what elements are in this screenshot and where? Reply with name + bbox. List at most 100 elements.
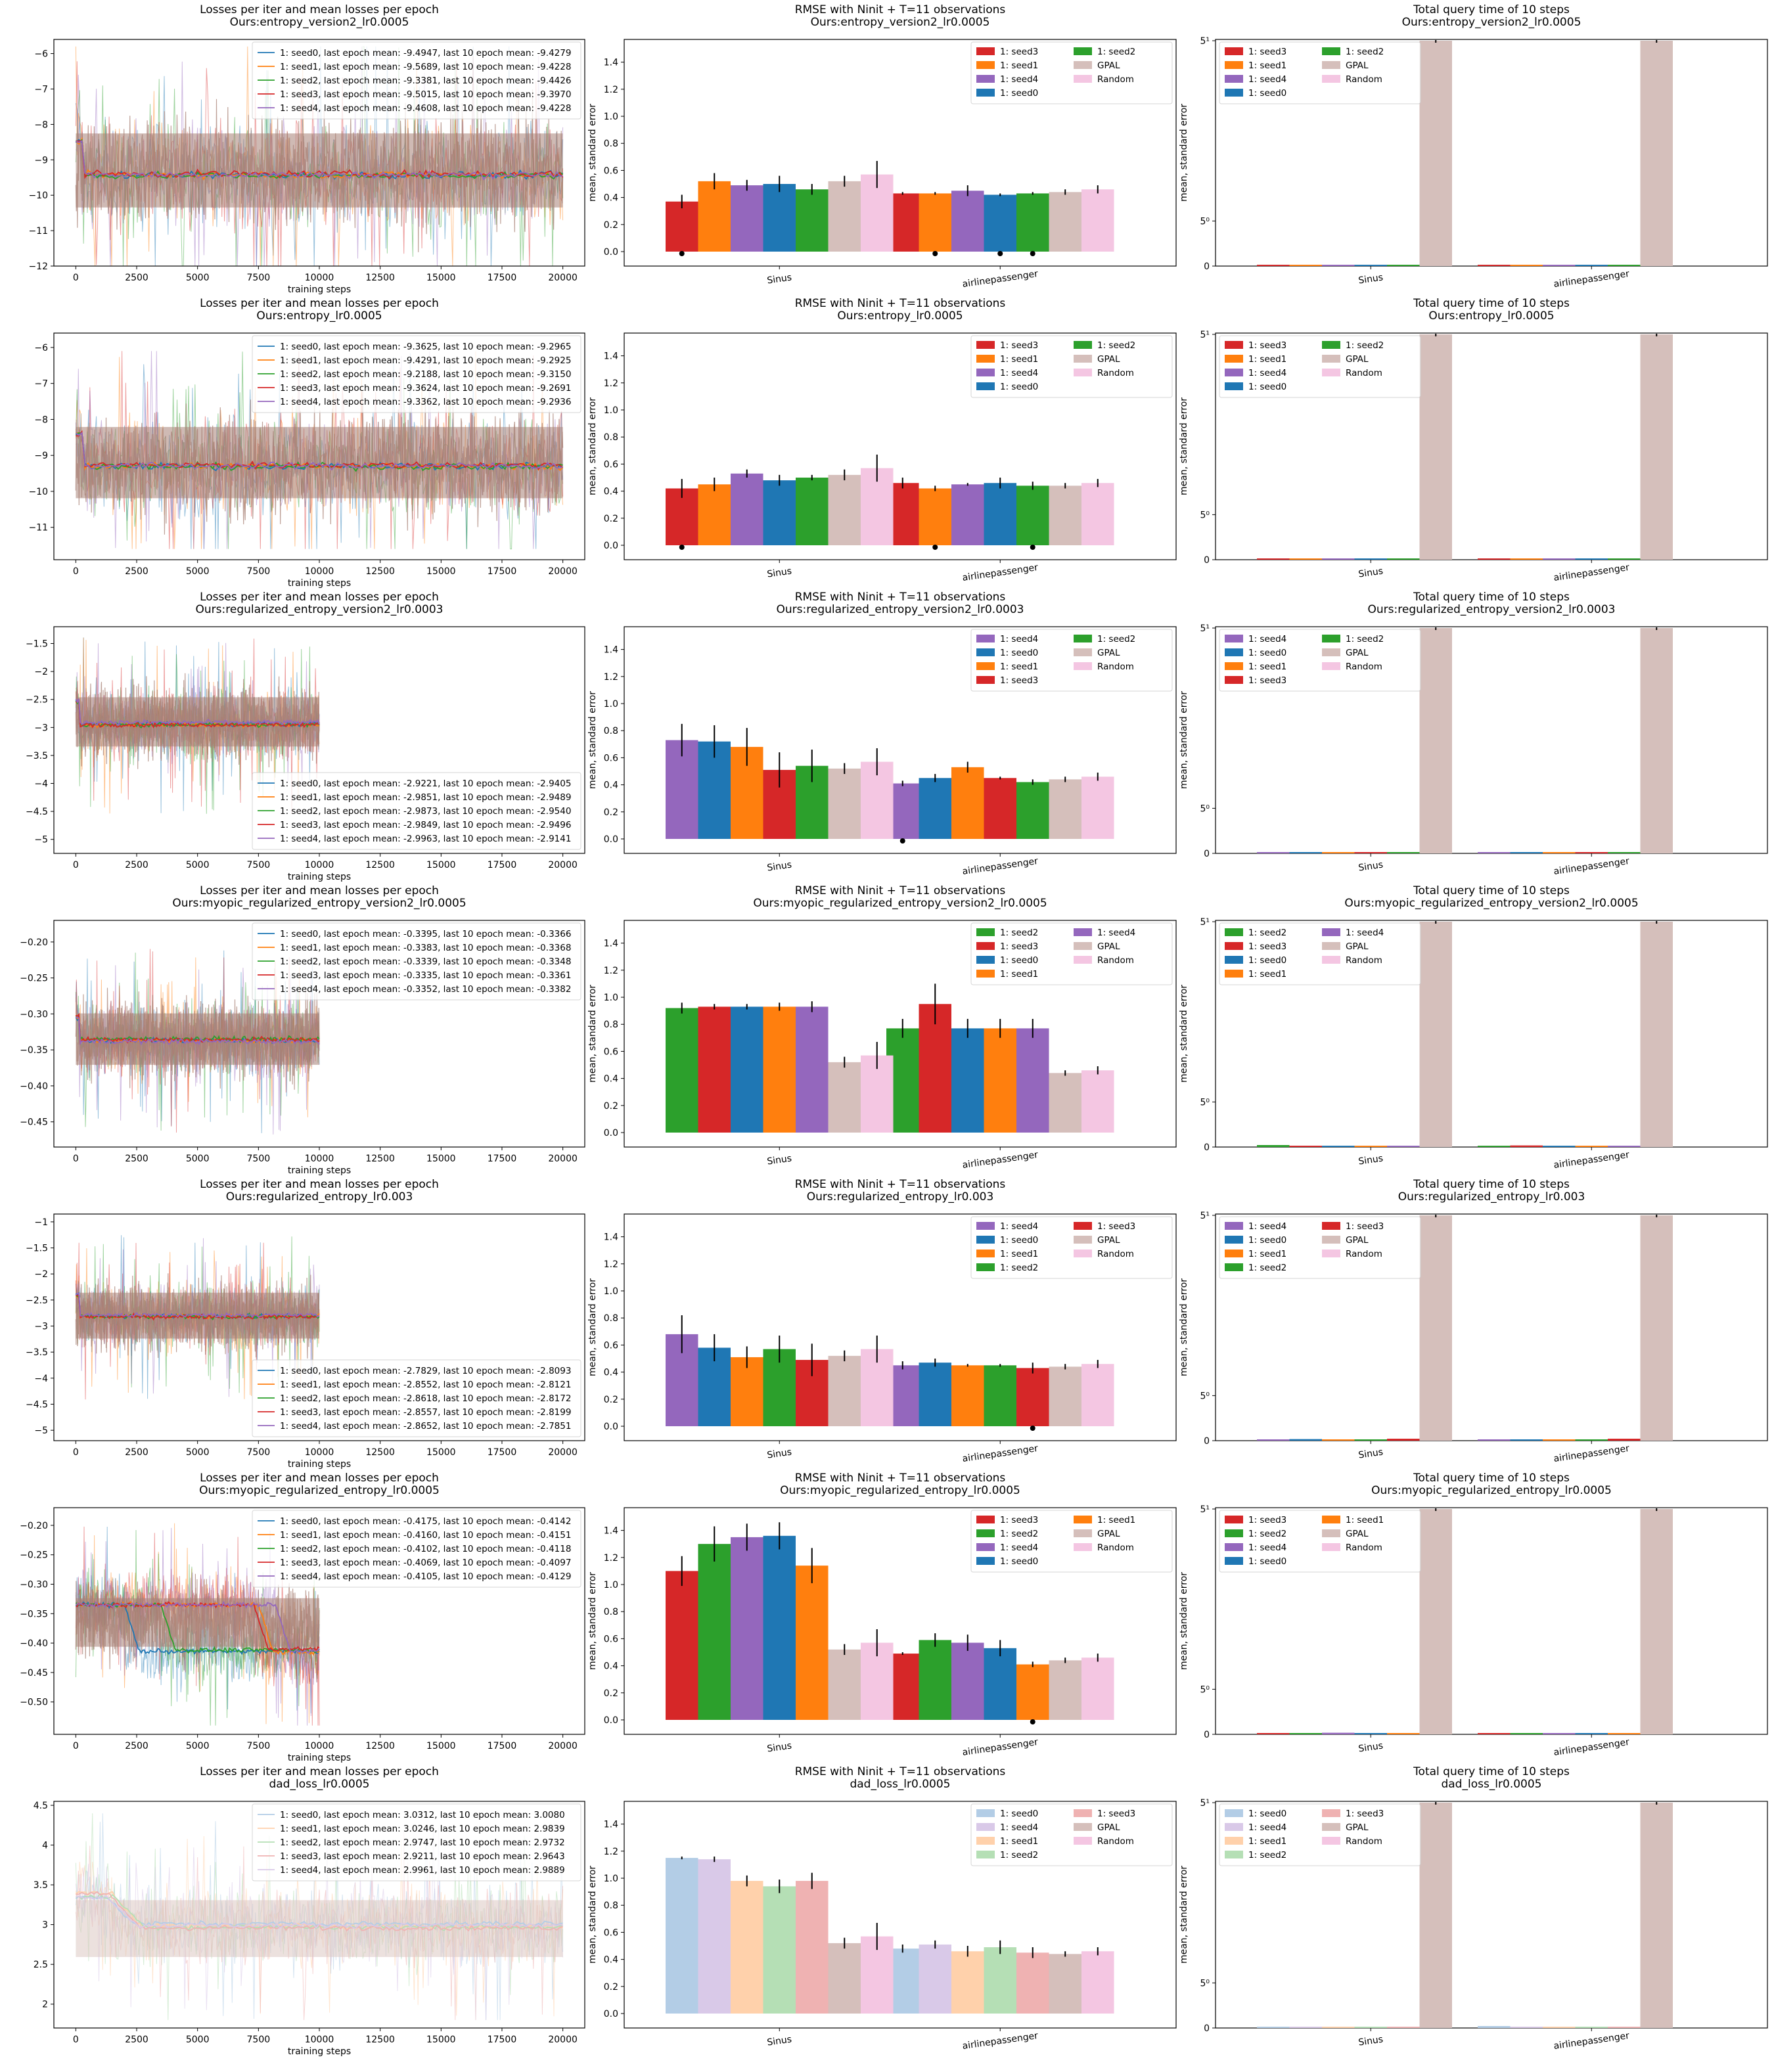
legend-swatch <box>1322 956 1340 964</box>
legend-swatch <box>1225 89 1243 97</box>
bar-GPAL-airlinepassenger <box>1049 485 1081 545</box>
bar-Random-airlinepassenger <box>1081 777 1114 839</box>
y-tick-label: −0.25 <box>20 974 48 984</box>
legend-label: 1: seed0 <box>1000 648 1038 658</box>
y-axis-label: mean, standard error <box>1179 104 1189 202</box>
legend-label: 1: seed1, last epoch mean: -0.3383, last… <box>280 943 571 953</box>
legend-swatch <box>1322 61 1340 69</box>
legend-swatch <box>976 956 995 964</box>
legend-label: 1: seed2 <box>1000 1529 1038 1539</box>
x-axis-label: training steps <box>288 1165 351 1176</box>
legend-label: 1: seed1 <box>1248 662 1286 672</box>
y-tick-label: 5⁰ <box>1200 1684 1210 1695</box>
bar-seed3-Sinus <box>1387 1439 1420 1441</box>
y-tick-label: 5¹ <box>1200 623 1210 634</box>
x-tick-label: airlinepassenger <box>1553 1150 1631 1171</box>
rmse-panel: RMSE with Ninit + T=11 observationsOurs:… <box>587 884 1177 1171</box>
legend-swatch <box>1074 1837 1092 1845</box>
y-tick-label: 0.0 <box>604 247 618 258</box>
chart-title: RMSE with Ninit + T=11 observations <box>795 884 1006 897</box>
y-tick-label: 5¹ <box>1200 330 1210 340</box>
y-tick-label: 0.6 <box>604 1047 618 1057</box>
y-tick-label: 0 <box>1204 555 1210 566</box>
legend-box <box>252 922 581 1001</box>
legend-label: 1: seed2 <box>1248 1850 1286 1860</box>
y-axis-label: mean, standard error <box>587 1278 598 1376</box>
bar-GPAL-Sinus <box>828 1943 861 2014</box>
bar-seed2-airlinepassenger <box>984 1947 1016 2014</box>
legend-swatch <box>1225 1809 1243 1817</box>
bar-seed2-Sinus <box>796 189 829 252</box>
x-axis-label: training steps <box>288 1753 351 1763</box>
bar-seed4-Sinus <box>1322 558 1355 560</box>
x-tick-label: Sinus <box>766 1153 792 1167</box>
bar-GPAL-Sinus <box>1419 1215 1452 1441</box>
legend-swatch <box>976 648 995 656</box>
outlier-dot <box>1030 251 1035 256</box>
legend-box <box>1219 41 1421 104</box>
legend-swatch <box>1322 1236 1340 1244</box>
time-panel: Total query time of 10 stepsOurs:regular… <box>1179 1178 1768 1464</box>
bar-seed2-Sinus <box>1387 852 1420 853</box>
y-tick-label: 0.2 <box>604 1688 618 1699</box>
chart-subtitle: Ours:regularized_entropy_version2_lr0.00… <box>777 603 1024 616</box>
bar-seed0-airlinepassenger <box>919 1363 951 1426</box>
bar-seed1-airlinepassenger <box>1608 1733 1641 1734</box>
bar-seed3-Sinus <box>1257 265 1290 266</box>
legend-label: 1: seed2 <box>1346 47 1384 57</box>
x-tick-label: 12500 <box>365 860 395 870</box>
bar-seed2-Sinus <box>1257 1145 1290 1147</box>
bar-seed4-Sinus <box>1257 1439 1290 1441</box>
bar-seed4-airlinepassenger <box>1608 1146 1641 1147</box>
x-tick-label: 15000 <box>426 1741 456 1751</box>
legend-box <box>252 1803 581 1881</box>
x-tick-label: 2500 <box>125 273 148 283</box>
y-tick-label: −0.50 <box>20 1698 48 1708</box>
y-axis-label: mean, standard error <box>587 985 598 1083</box>
rmse-panel: RMSE with Ninit + T=11 observationsOurs:… <box>587 3 1177 290</box>
x-tick-label: 17500 <box>488 1447 517 1458</box>
legend-swatch <box>1074 1809 1092 1817</box>
legend-label: 1: seed3 <box>1000 941 1038 952</box>
legend-label: 1: seed0, last epoch mean: -0.4175, last… <box>280 1516 571 1527</box>
plot-frame <box>624 39 1177 267</box>
bar-seed3-airlinepassenger <box>1608 2027 1641 2028</box>
bar-seed2-airlinepassenger <box>1575 1439 1608 1441</box>
x-tick-label: 0 <box>73 273 79 283</box>
chart-subtitle: Ours:regularized_entropy_lr0.003 <box>1398 1190 1585 1204</box>
legend-label: GPAL <box>1346 354 1369 365</box>
bar-seed4-airlinepassenger <box>951 1642 984 1720</box>
bar-seed0-Sinus <box>1354 265 1387 266</box>
legend-label: 1: seed3 <box>1346 1809 1384 1819</box>
legend-box <box>252 772 581 850</box>
bar-GPAL-airlinepassenger <box>1049 192 1081 252</box>
chart-subtitle: Ours:myopic_regularized_entropy_lr0.0005 <box>1371 1484 1612 1497</box>
bar-GPAL-Sinus <box>828 768 861 839</box>
bar-seed4-airlinepassenger <box>1510 2027 1543 2028</box>
legend-label: 1: seed2 <box>1097 340 1135 351</box>
x-tick-label: Sinus <box>766 859 792 873</box>
chart-subtitle: Ours:myopic_regularized_entropy_lr0.0005 <box>780 1484 1020 1497</box>
x-tick-label: 20000 <box>548 2035 578 2045</box>
legend-box <box>1219 629 1421 692</box>
chart-subtitle: Ours:entropy_version2_lr0.0005 <box>1402 16 1581 29</box>
bar-seed4-Sinus <box>1322 1732 1355 1734</box>
figure-row: Losses per iter and mean losses per epoc… <box>26 1178 1768 1470</box>
bar-seed1-Sinus <box>698 181 731 252</box>
bar-GPAL-Sinus <box>1419 922 1452 1147</box>
y-tick-label: −2.5 <box>26 695 48 706</box>
loss-panel: Losses per iter and mean losses per epoc… <box>28 3 585 295</box>
x-tick-label: airlinepassenger <box>962 1150 1039 1171</box>
bar-seed2-airlinepassenger <box>1608 852 1641 853</box>
legend-swatch <box>1225 1543 1243 1551</box>
legend-label: 1: seed2 <box>1000 1263 1038 1273</box>
rmse-panel: RMSE with Ninit + T=11 observationsdad_l… <box>587 1765 1177 2052</box>
x-tick-label: Sinus <box>1357 1153 1384 1167</box>
y-tick-label: 0.2 <box>604 1395 618 1405</box>
bar-seed0-airlinepassenger <box>1575 558 1608 560</box>
bar-GPAL-airlinepassenger <box>1640 1509 1673 1734</box>
x-axis-label: training steps <box>288 872 351 882</box>
bar-seed0-Sinus <box>763 1535 796 1720</box>
bar-GPAL-airlinepassenger <box>1049 779 1081 839</box>
legend-swatch <box>1225 355 1243 363</box>
